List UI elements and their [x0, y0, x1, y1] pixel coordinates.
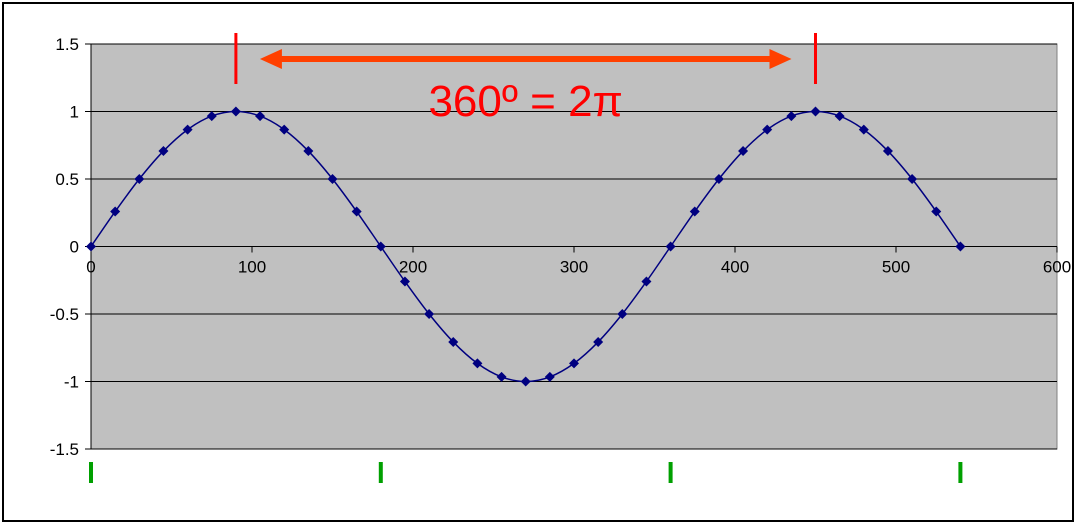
x-tick-label: 200: [399, 258, 427, 277]
data-point-marker: [520, 376, 531, 387]
data-point-marker: [279, 124, 290, 135]
annotation-layer: 360º = 2π: [234, 33, 817, 126]
data-point-marker: [110, 206, 121, 217]
axes: 1.5 1 0.5 0 -0.5 -1 -1.5 0 100 200 300 400 500 600: [50, 35, 1071, 459]
data-point-marker: [665, 241, 676, 252]
x-tick-label: 0: [86, 258, 95, 277]
sine-wave-chart: 1.5 1 0.5 0 -0.5 -1 -1.5 0 100 200 300 400 500 600 36…: [50, 33, 1071, 483]
data-point-marker: [834, 111, 845, 122]
data-point-marker: [230, 106, 241, 117]
x-tick-label: 600: [1043, 258, 1071, 277]
data-point-marker: [689, 206, 700, 217]
data-point-marker: [158, 146, 169, 157]
x-tick-label: 100: [238, 258, 266, 277]
x-tick-label: 500: [882, 258, 910, 277]
data-point-marker: [593, 336, 604, 347]
y-tick-label: 1: [70, 103, 79, 122]
period-arrow-head-left: [259, 49, 282, 69]
data-point-marker: [134, 174, 145, 184]
y-tick-label: -1.5: [50, 440, 79, 459]
data-point-marker: [448, 336, 459, 347]
series-layer: [86, 106, 966, 387]
bottom-marks: [89, 462, 963, 483]
data-point-marker: [472, 358, 483, 369]
y-tick-label: 0.5: [55, 170, 79, 189]
data-point-marker: [544, 371, 555, 382]
data-point-marker: [399, 276, 410, 287]
data-point-marker: [375, 241, 386, 252]
data-point-marker: [931, 206, 942, 217]
data-point-marker: [327, 174, 338, 184]
data-point-marker: [206, 111, 217, 122]
data-point-marker: [955, 241, 966, 252]
data-point-marker: [786, 111, 797, 122]
data-point-marker: [182, 124, 193, 135]
y-tick-label: -1: [64, 373, 79, 392]
data-point-marker: [255, 111, 266, 122]
x-tick-label: 400: [721, 258, 749, 277]
y-tick-label: -0.5: [50, 305, 79, 324]
y-tick-label: 0: [70, 238, 79, 257]
data-point-marker: [762, 124, 773, 135]
data-point-marker: [303, 146, 314, 157]
data-point-marker: [86, 241, 96, 252]
y-tick-label: 1.5: [55, 35, 79, 54]
gridlines: [91, 43, 1057, 450]
data-point-marker: [617, 309, 628, 319]
x-tick-label: 300: [560, 258, 588, 277]
data-point-marker: [569, 358, 579, 369]
data-point-marker: [496, 371, 507, 382]
data-point-marker: [738, 146, 749, 157]
data-point-marker: [351, 206, 362, 217]
data-point-marker: [641, 276, 652, 287]
data-point-marker: [858, 124, 869, 135]
data-point-marker: [713, 174, 724, 184]
data-point-marker: [882, 146, 893, 157]
data-point-marker: [810, 106, 821, 117]
data-point-marker: [907, 174, 918, 184]
data-point-marker: [424, 309, 435, 319]
period-annotation-label: 360º = 2π: [428, 77, 622, 126]
period-arrow-head-right: [769, 49, 792, 69]
